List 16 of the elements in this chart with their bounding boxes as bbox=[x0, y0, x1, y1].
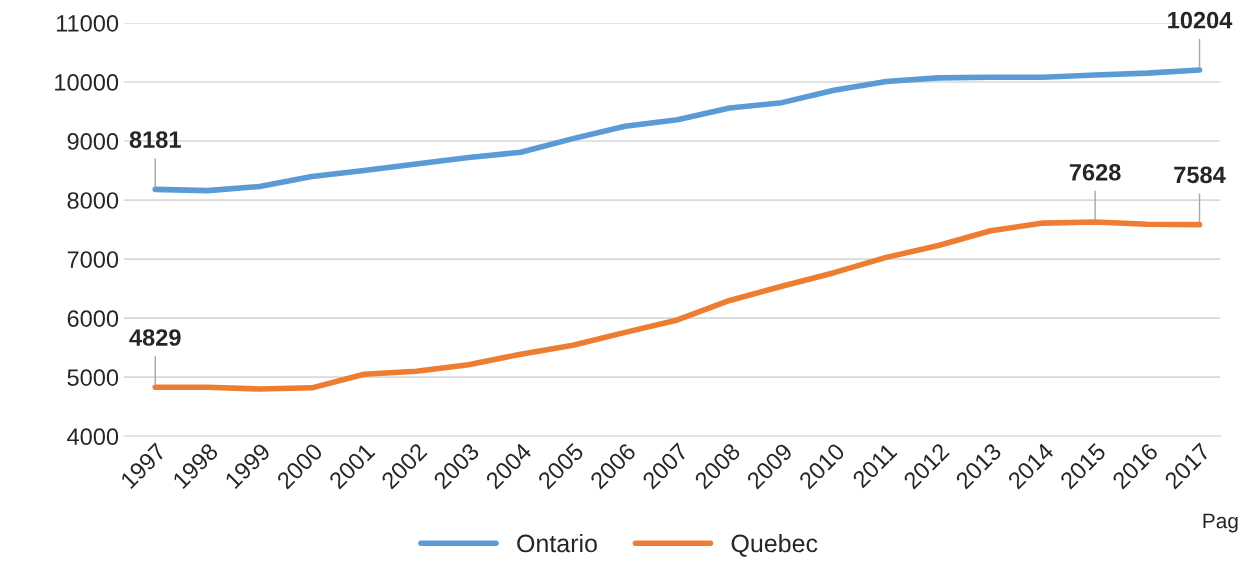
data-label: 4829 bbox=[129, 329, 181, 346]
text: Pag bbox=[1203, 513, 1238, 533]
legend-label: Quebec bbox=[731, 533, 818, 557]
y-tick-label: 8000 bbox=[67, 192, 119, 209]
y-tick-label: 9000 bbox=[67, 133, 119, 150]
data-label: 8181 bbox=[129, 131, 181, 148]
legend-label: Ontario bbox=[517, 533, 597, 553]
data-label: 7628 bbox=[1069, 163, 1121, 181]
y-tick-label: 7000 bbox=[67, 251, 119, 268]
y-tick-label: 11000 bbox=[56, 15, 119, 32]
y-tick-label: 10000 bbox=[55, 74, 119, 91]
data-label: 10204 bbox=[1168, 11, 1233, 29]
data-label: 7584 bbox=[1174, 166, 1226, 184]
y-tick-label: 5000 bbox=[67, 369, 119, 386]
y-tick-label: 6000 bbox=[67, 310, 119, 327]
y-tick-label: 4000 bbox=[67, 428, 119, 446]
